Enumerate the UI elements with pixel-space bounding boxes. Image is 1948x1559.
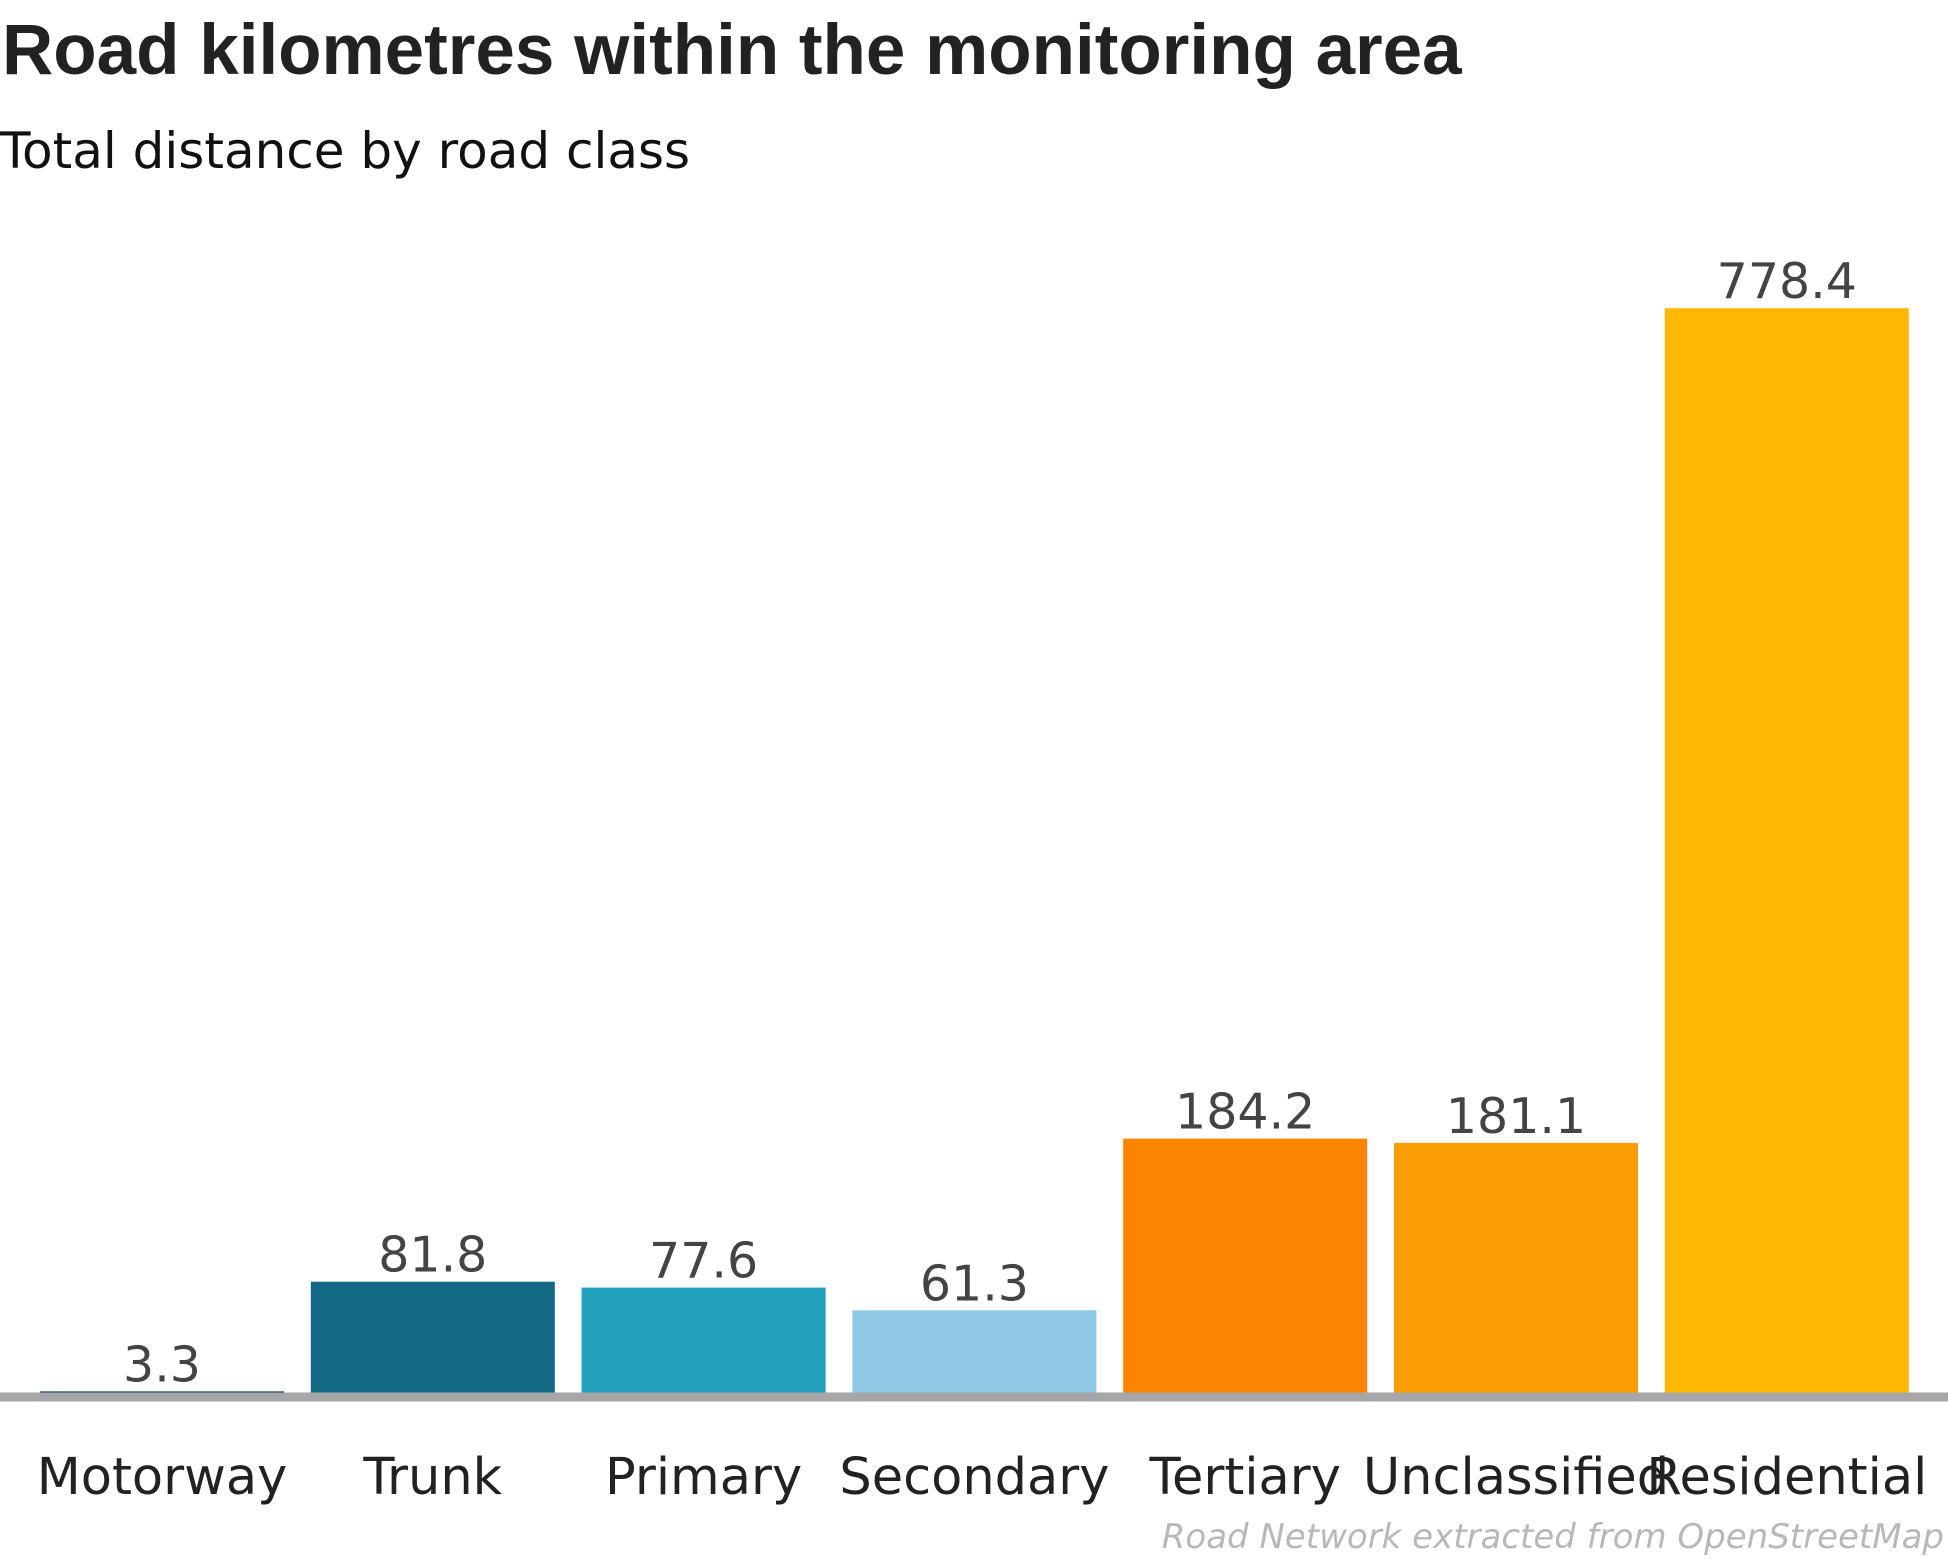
bar-unclassified: [1394, 1142, 1638, 1396]
bar-trunk: [310, 1281, 555, 1396]
value-label-secondary: 61.3: [920, 1255, 1029, 1312]
value-labels-group: 3.3 81.8 77.6 61.3 184.2 181.1 778.4: [123, 253, 1857, 1393]
x-tick-label-residential: Residential: [1646, 1448, 1927, 1507]
value-label-tertiary: 184.2: [1175, 1084, 1315, 1141]
x-tick-label-motorway: Motorway: [37, 1448, 288, 1507]
x-tick-label-tertiary: Tertiary: [1148, 1448, 1340, 1507]
chart-subtitle: Total distance by road class: [0, 122, 691, 180]
value-label-unclassified: 181.1: [1446, 1088, 1586, 1145]
x-tick-label-primary: Primary: [605, 1448, 802, 1507]
bar-primary: [581, 1287, 826, 1396]
x-tick-label-secondary: Secondary: [839, 1448, 1109, 1507]
x-tick-label-trunk: Trunk: [362, 1448, 502, 1507]
x-tick-labels: Motorway Trunk Primary Secondary Tertiary Unc…: [37, 1448, 1928, 1507]
bars-group: [40, 308, 1909, 1397]
source-caption: Road Network extracted from OpenStreetMa…: [1161, 1517, 1944, 1557]
value-label-primary: 77.6: [649, 1233, 758, 1290]
bar-residential: [1664, 308, 1909, 1397]
bar-tertiary: [1123, 1138, 1368, 1396]
chart-title: Road kilometres within the monitoring ar…: [2, 11, 1462, 90]
bar-secondary: [852, 1310, 1097, 1396]
value-label-motorway: 3.3: [123, 1336, 201, 1393]
x-tick-label-unclassified: Unclassified: [1363, 1448, 1669, 1507]
value-label-trunk: 81.8: [378, 1227, 487, 1284]
value-label-residential: 778.4: [1717, 253, 1857, 310]
